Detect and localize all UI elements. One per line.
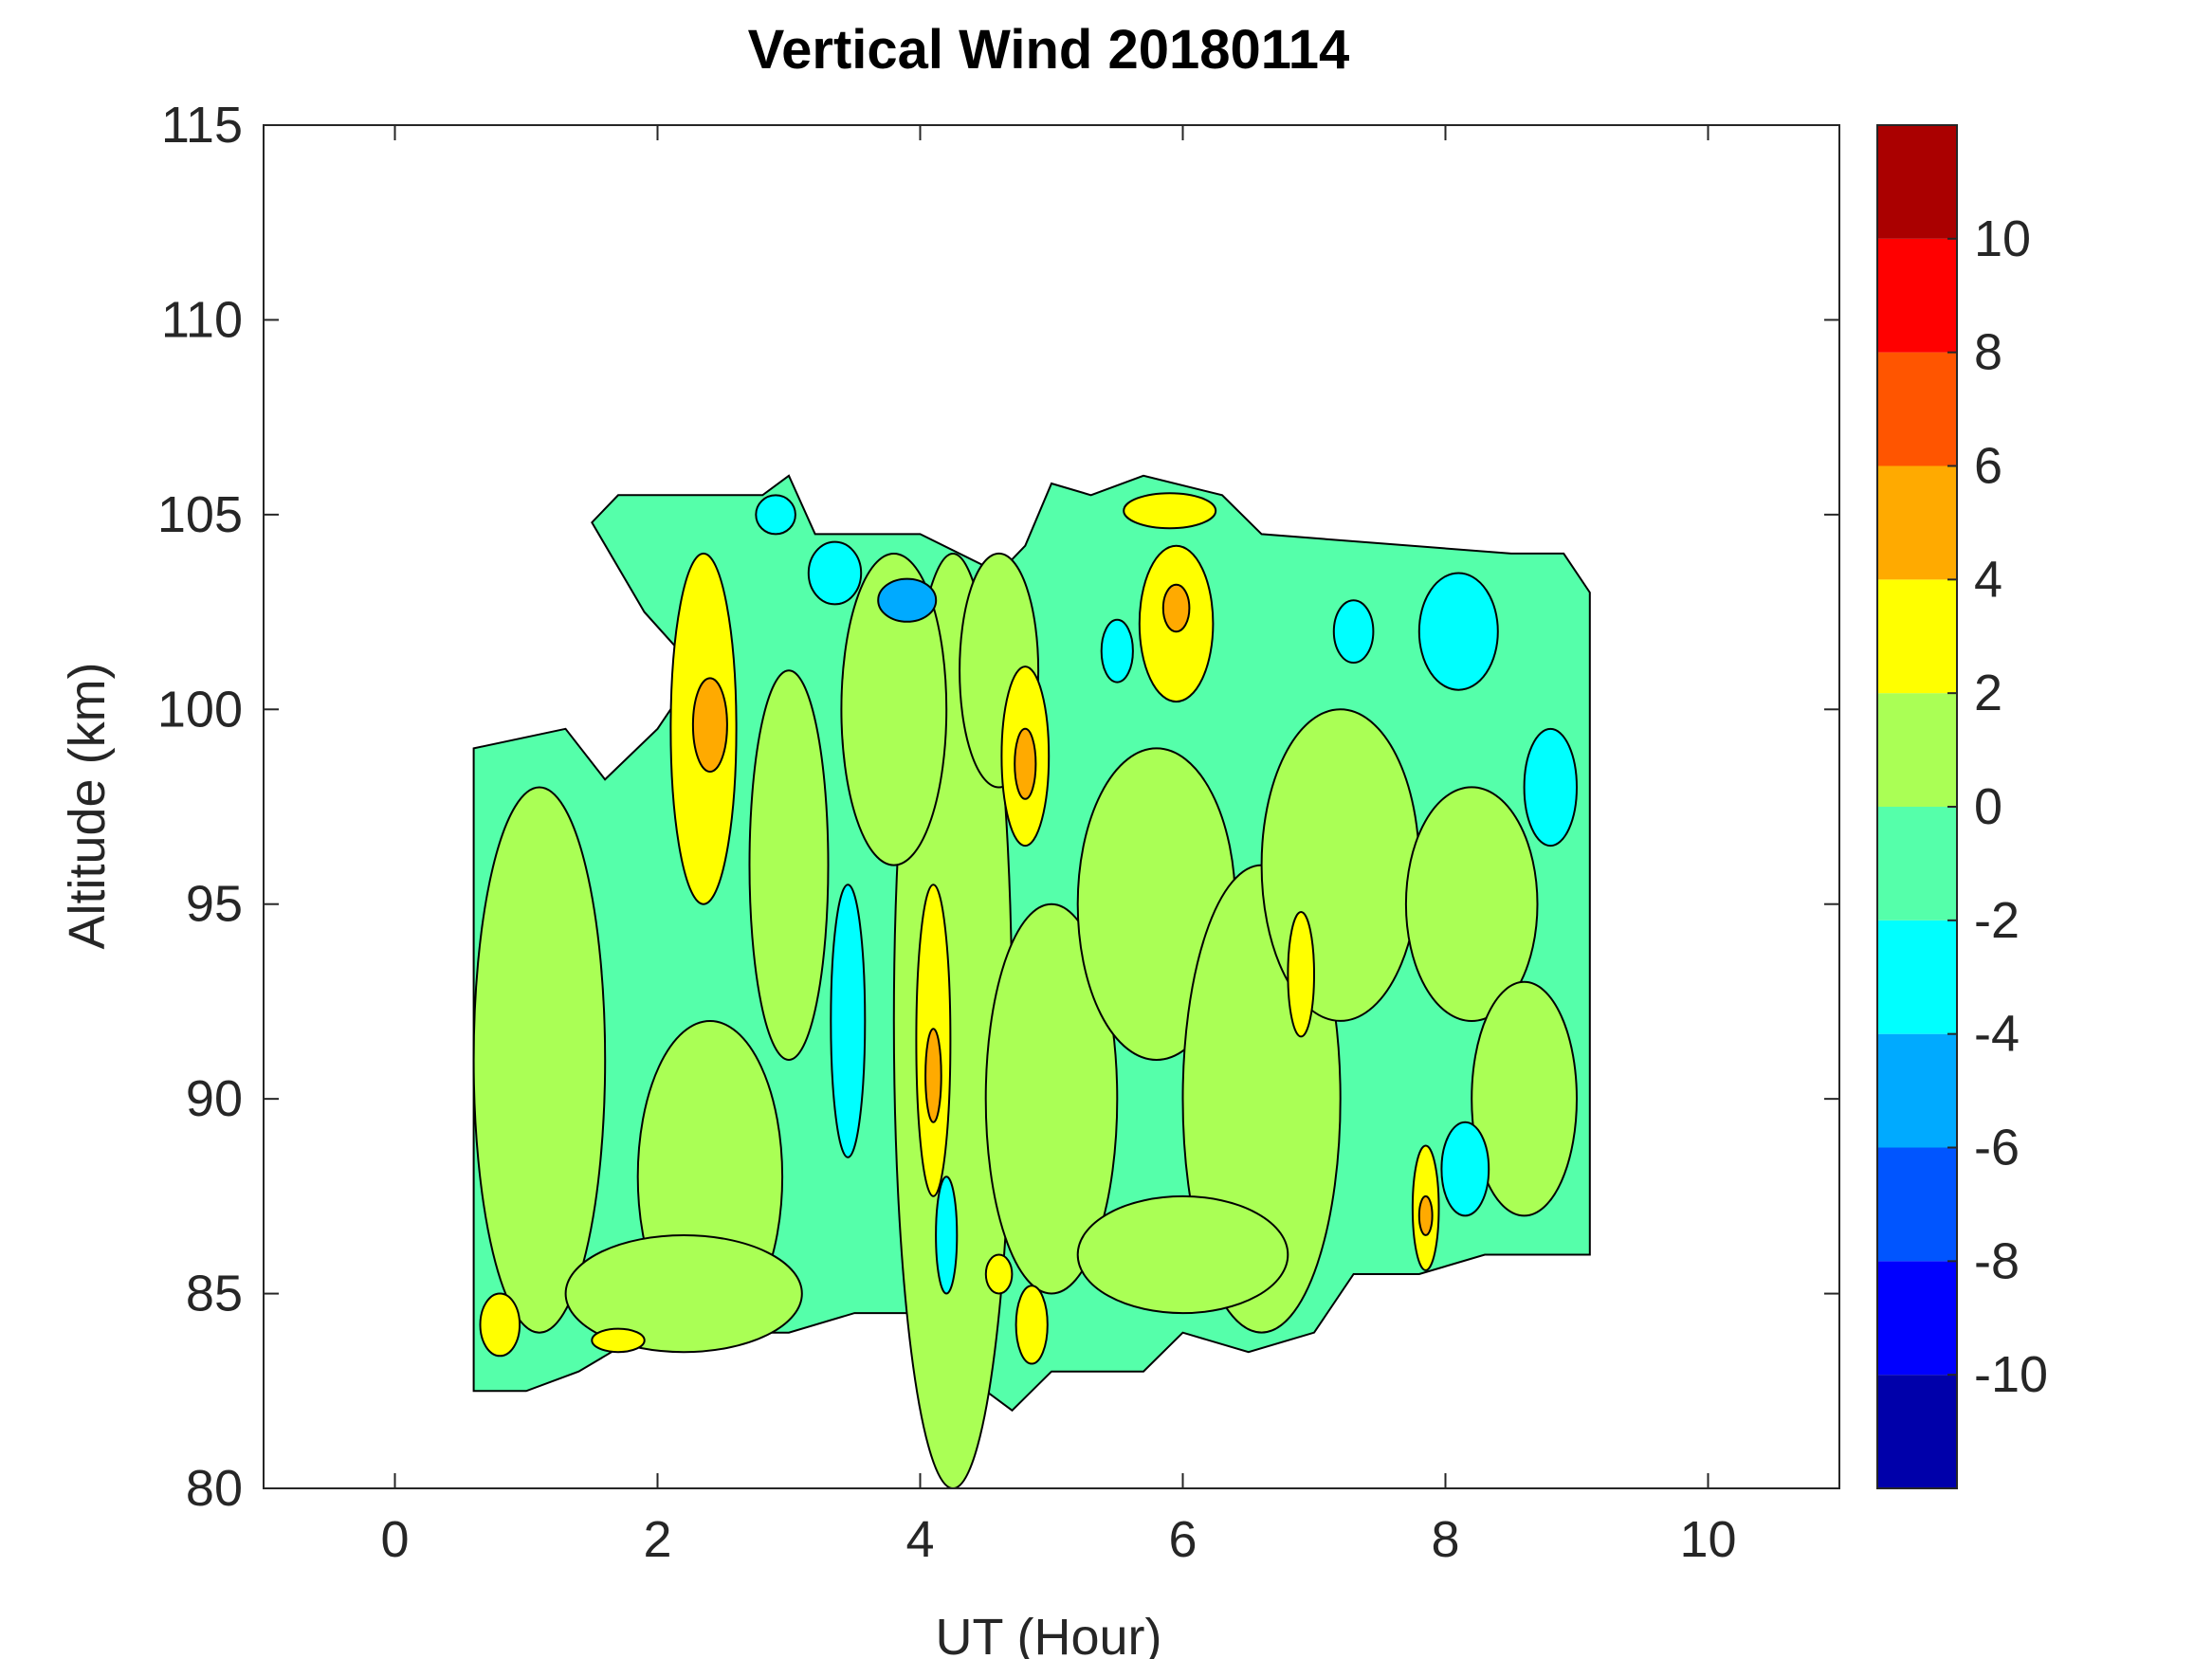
- x-tick-label: 6: [1168, 1511, 1197, 1568]
- x-tick-label: 0: [380, 1511, 409, 1568]
- contour-feature: [691, 677, 728, 774]
- colorbar-tick-label: 10: [1974, 210, 2031, 267]
- chart-title: Vertical Wind 20180114: [748, 19, 1350, 81]
- colorbar-tick-label: -8: [1974, 1232, 2020, 1289]
- y-tick-label: 80: [186, 1460, 243, 1517]
- colorbar-segment: [1877, 807, 1957, 921]
- colorbar-segment: [1877, 238, 1957, 353]
- contour-feature: [591, 1327, 646, 1354]
- contour-feature: [935, 1176, 959, 1295]
- contour-band: [984, 902, 1119, 1295]
- contour-feature: [830, 884, 867, 1158]
- colorbar-tick-label: -10: [1974, 1346, 2048, 1403]
- contour-band: [564, 1234, 803, 1354]
- contour-feature: [1440, 1121, 1490, 1217]
- contour-band: [840, 553, 948, 866]
- contour-feature: [1523, 727, 1579, 848]
- contour-feature: [924, 1028, 942, 1123]
- colorbar-segment: [1877, 1033, 1957, 1148]
- x-axis-label: UT (Hour): [935, 1609, 1161, 1659]
- y-tick-label: 90: [186, 1070, 243, 1127]
- contour-feature: [1332, 599, 1375, 664]
- colorbar-segment: [1877, 920, 1957, 1034]
- y-tick-label: 100: [157, 681, 243, 738]
- contour-feature: [1287, 910, 1315, 1038]
- contour-band: [1076, 1194, 1289, 1315]
- contour-feature: [1014, 727, 1037, 800]
- contour-feature: [807, 540, 863, 606]
- x-tick-label: 4: [905, 1511, 934, 1568]
- colorbar-tick-label: 2: [1974, 665, 2002, 721]
- contour-band: [1260, 708, 1420, 1022]
- colorbar-tick-label: 4: [1974, 551, 2002, 608]
- colorbar-segment: [1877, 465, 1957, 580]
- colorbar-tick-label: 8: [1974, 324, 2002, 381]
- colorbar-segment: [1877, 352, 1957, 466]
- contour-feature: [755, 494, 796, 536]
- y-axis-label: Altitude (km): [59, 662, 116, 949]
- colorbar-tick-label: 0: [1974, 778, 2002, 835]
- contour-feature: [1100, 618, 1134, 684]
- contour-feature: [1417, 1194, 1434, 1236]
- colorbar-segment: [1877, 1261, 1957, 1376]
- contour-band: [748, 669, 830, 1061]
- contour-feature: [1161, 583, 1191, 633]
- y-tick-label: 115: [161, 97, 243, 154]
- colorbar-tick-label: -6: [1974, 1120, 2020, 1176]
- x-tick-label: 2: [643, 1511, 671, 1568]
- contour-band: [1471, 980, 1578, 1217]
- plot-frame: [263, 124, 1840, 1489]
- colorbar-tick-label: -4: [1974, 1006, 2020, 1063]
- colorbar-segment: [1877, 1375, 1957, 1488]
- contour-feature: [984, 1253, 1014, 1295]
- colorbar-segment: [1877, 579, 1957, 694]
- colorbar-tick-label: -2: [1974, 892, 2020, 949]
- contour-feature: [1417, 572, 1499, 691]
- x-tick-label: 8: [1431, 1511, 1459, 1568]
- contour-feature: [877, 577, 938, 623]
- contour-feature: [1123, 492, 1217, 530]
- x-tick-label: 10: [1679, 1511, 1736, 1568]
- contour-feature: [1015, 1285, 1049, 1365]
- y-tick-label: 110: [161, 291, 243, 348]
- y-tick-label: 95: [186, 876, 243, 933]
- y-tick-label: 105: [157, 486, 243, 543]
- colorbar-segment: [1877, 125, 1957, 239]
- contour-feature: [479, 1292, 521, 1358]
- y-tick-label: 85: [186, 1266, 243, 1322]
- colorbar-tick-label: 6: [1974, 438, 2002, 495]
- contour-band: [472, 786, 607, 1334]
- contour-band: [1404, 786, 1539, 1023]
- colorbar-segment: [1877, 693, 1957, 807]
- colorbar-segment: [1877, 1147, 1957, 1262]
